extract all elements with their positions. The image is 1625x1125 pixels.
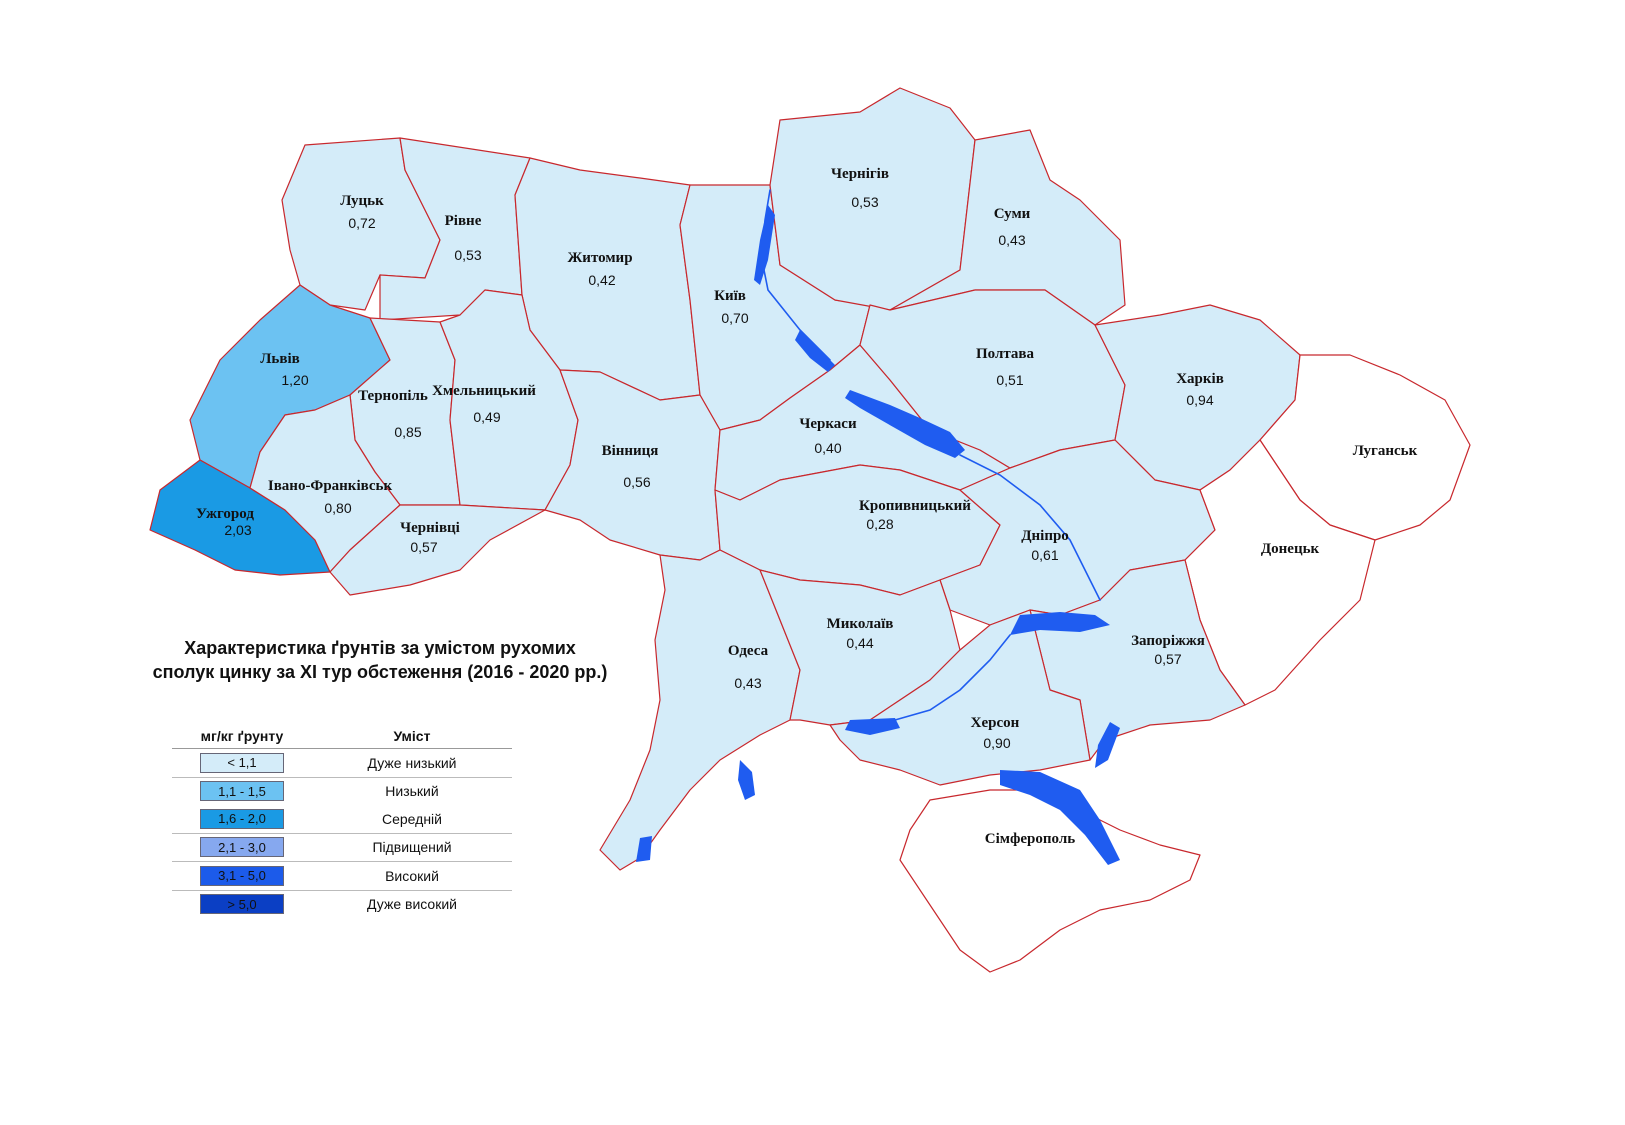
legend-row: 3,1 - 5,0 Високий [172,862,512,891]
region-name-lutsk: Луцьк [340,193,384,209]
regions-layer [149,87,1471,973]
legend-row: 2,1 - 3,0 Підвищений [172,834,512,862]
region-name-lviv: Львів [260,351,299,367]
region-value-kharkiv: 0,94 [1186,392,1213,408]
legend-swatch: 3,1 - 5,0 [200,865,284,886]
region-labels: Луцьк 0,72 Рівне 0,53 Житомир 0,42 Київ 0,70 Чер… [196,166,1418,847]
legend-label: Підвищений [372,839,452,856]
region-name-rivne: Рівне [445,213,482,229]
region-value-ternopil: 0,85 [394,424,421,440]
kaniv-reservoir [795,330,835,372]
legend-col-unit: мг/кг ґрунту [200,728,284,744]
legend-header: мг/кг ґрунту Уміст [172,724,512,749]
region-name-cherkasy: Черкаси [799,416,857,432]
region-name-sumy: Суми [994,206,1031,222]
region-name-khmelnytskyi: Хмельницький [432,383,536,399]
region-name-kyiv: Київ [714,288,746,304]
region-value-mykolaiv: 0,44 [846,635,873,651]
region-name-zaporizhzhia: Запоріжжя [1131,633,1205,649]
legend-row: < 1,1 Дуже низький [172,749,512,778]
region-value-lviv: 1,20 [281,372,308,388]
dnipro-liman [845,718,900,735]
region-name-ivano-frankivsk: Івано-Франківськ [268,478,393,494]
legend-swatch: 1,1 - 1,5 [200,781,284,802]
region-name-kharkiv: Харків [1176,371,1224,387]
region-value-lutsk: 0,72 [348,215,375,231]
region-chernivtsi[interactable] [329,504,546,596]
map-title: Характеристика ґрунтів за умістом рухоми… [100,636,660,684]
region-value-kyiv: 0,70 [721,310,748,326]
kremenchuk-reservoir [845,390,965,458]
region-value-sumy: 0,43 [998,232,1025,248]
legend-row: > 5,0 Дуже високий [172,891,512,919]
region-value-poltava: 0,51 [996,372,1023,388]
region-value-rivne: 0,53 [454,247,481,263]
legend-label: Низький [385,783,439,800]
region-crimea[interactable] [899,789,1201,973]
region-name-luhansk: Луганськ [1353,443,1418,459]
region-value-ivano-frankivsk: 0,80 [324,500,351,516]
legend-swatch: 1,6 - 2,0 [200,808,284,829]
region-name-vinnytsia: Вінниця [602,443,659,459]
kakhovka-reservoir [1010,612,1110,635]
region-name-chernihiv: Чернігів [831,166,889,182]
legend-label: Дуже високий [367,896,457,913]
dniester-liman [738,760,755,800]
title-line-1: Характеристика ґрунтів за умістом рухоми… [184,638,576,658]
kyiv-reservoir [754,205,775,285]
region-kherson[interactable] [829,609,1091,786]
region-value-kropyvnytskyi: 0,28 [866,516,893,532]
region-value-chernivtsi: 0,57 [410,539,437,555]
legend-col-level: Уміст [393,728,431,744]
region-name-kropyvnytskyi: Кропивницький [859,498,971,514]
region-name-mykolaiv: Миколаїв [827,616,894,632]
legend-row: 1,6 - 2,0 Середній [172,805,512,834]
legend-row: 1,1 - 1,5 Низький [172,778,512,806]
region-value-khmelnytskyi: 0,49 [473,409,500,425]
region-name-odesa: Одеса [728,643,769,659]
region-value-chernihiv: 0,53 [851,194,878,210]
region-value-uzhhorod: 2,03 [224,522,251,538]
region-name-kherson: Херсон [971,715,1020,731]
river-dnipro-lower [894,634,1011,721]
title-line-2: сполук цинку за XI тур обстеження (2016 … [152,662,608,682]
region-value-dnipro: 0,61 [1031,547,1058,563]
legend: мг/кг ґрунту Уміст < 1,1 Дуже низький 1,… [172,724,512,918]
legend-label: Дуже низький [367,754,457,771]
region-value-zaporizhzhia: 0,57 [1154,651,1181,667]
region-name-uzhhorod: Ужгород [196,506,254,522]
region-value-cherkasy: 0,40 [814,440,841,456]
region-name-ternopil: Тернопіль [358,388,428,404]
danube-lakes [636,836,652,862]
region-sumy[interactable] [889,129,1126,326]
legend-label: Середній [382,810,442,827]
water-bodies [636,189,1120,865]
region-name-zhytomyr: Житомир [567,250,632,266]
sivash-lagoon [1000,770,1120,865]
legend-swatch: > 5,0 [200,894,284,915]
region-vinnytsia[interactable] [544,369,721,561]
legend-label: Високий [385,867,439,884]
region-name-dnipro: Дніпро [1021,528,1069,544]
region-value-vinnytsia: 0,56 [623,474,650,490]
region-name-donetsk: Донецьк [1261,541,1320,557]
region-odesa[interactable] [599,549,801,871]
region-value-zhytomyr: 0,42 [588,272,615,288]
molochnyi-liman [1095,722,1120,768]
region-name-simferopol: Сімферополь [985,831,1075,847]
region-name-poltava: Полтава [976,346,1035,362]
legend-swatch: < 1,1 [200,752,284,773]
region-value-odesa: 0,43 [734,675,761,691]
river-dnipro-middle [959,454,1101,601]
region-value-kherson: 0,90 [983,735,1010,751]
legend-swatch: 2,1 - 3,0 [200,837,284,858]
region-name-chernivtsi: Чернівці [400,520,460,536]
